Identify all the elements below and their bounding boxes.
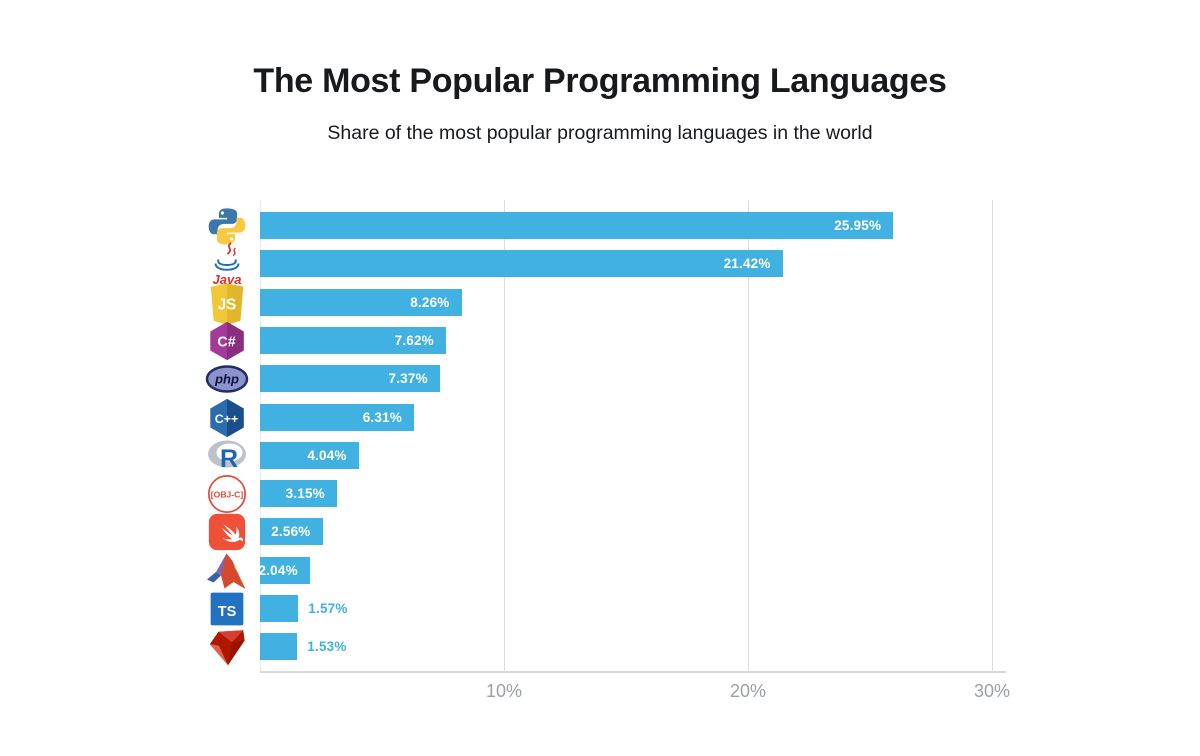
gridline-10 (504, 200, 505, 672)
csharp-icon: C# (204, 318, 250, 364)
bar: 4.04% (260, 442, 359, 469)
svg-text:[OBJ-C]: [OBJ-C] (211, 489, 244, 499)
svg-text:php: php (214, 371, 239, 386)
gridline-30 (992, 200, 993, 672)
cpp-icon: C++ (204, 395, 250, 441)
bar-value-label: 25.95% (834, 218, 882, 233)
python-icon (204, 203, 250, 249)
svg-text:JS: JS (218, 296, 237, 313)
bar: 6.31% (260, 404, 414, 431)
page-subtitle: Share of the most popular programming la… (327, 122, 873, 144)
svg-text:C++: C++ (215, 411, 238, 425)
matlab-icon (204, 548, 250, 594)
swift-icon (204, 509, 250, 555)
bar: 25.95% (260, 212, 894, 239)
bar-value-label: 2.04% (258, 563, 298, 578)
bar-value-label: 4.04% (307, 448, 347, 463)
bar-value-label: 7.37% (388, 371, 428, 386)
bar-value-label: 6.31% (362, 410, 402, 425)
gridline-20 (748, 200, 749, 672)
page-title: The Most Popular Programming Languages (253, 62, 947, 100)
bar: 2.04% (258, 557, 310, 584)
bar: 1.57% (260, 595, 347, 622)
bar-value-label: 7.62% (394, 333, 434, 348)
bar: 21.42% (260, 250, 783, 277)
typescript-icon: TS (204, 586, 250, 632)
bar: 7.37% (260, 365, 440, 392)
svg-text:TS: TS (218, 603, 237, 619)
x-tick-label: 10% (485, 681, 523, 701)
objective-c-icon: [OBJ-C] (204, 471, 250, 517)
x-tick-label: 30% (973, 681, 1011, 701)
bar: 7.62% (260, 327, 446, 354)
bar-value-label: 1.53% (307, 639, 347, 654)
bar-value-label: 1.57% (308, 601, 348, 616)
bar-value-label: 3.15% (285, 486, 325, 501)
javascript-icon: JS (204, 280, 250, 326)
gridline-0 (260, 200, 261, 672)
java-icon: Java (204, 241, 250, 287)
bar: 2.56% (260, 518, 323, 545)
bar: 1.53% (260, 633, 346, 660)
ruby-icon (204, 624, 250, 670)
bar-value-label: 2.56% (271, 524, 311, 539)
r-icon: R (204, 433, 250, 479)
x-tick-label: 20% (729, 681, 767, 701)
x-axis-line (260, 671, 1006, 673)
svg-text:R: R (220, 445, 238, 473)
bar-value-label: 21.42% (723, 256, 771, 271)
svg-text:Java: Java (213, 272, 242, 287)
bar: 8.26% (260, 289, 462, 316)
svg-text:C#: C# (217, 334, 235, 350)
bar-value-label: 8.26% (410, 295, 450, 310)
bar: 3.15% (260, 480, 337, 507)
php-icon: php (204, 356, 250, 402)
